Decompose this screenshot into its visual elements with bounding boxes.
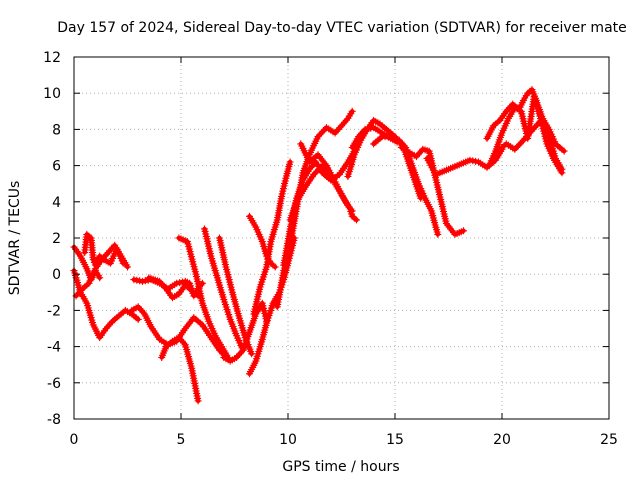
y-tick-label: -4 xyxy=(47,340,61,356)
series-arc-j xyxy=(201,225,247,354)
x-tick-labels: 0 5 10 15 20 25 xyxy=(70,432,618,448)
series-markers xyxy=(250,158,294,318)
series-arc-aa xyxy=(494,115,568,155)
series-markers xyxy=(70,267,142,342)
axis-ticks xyxy=(73,56,610,420)
x-tick-label: 0 xyxy=(70,432,79,448)
data-series-group xyxy=(70,86,568,405)
y-tick-label: 2 xyxy=(52,231,61,247)
series-line xyxy=(176,235,231,360)
series-markers xyxy=(175,234,232,361)
y-tick-label: 10 xyxy=(43,86,61,102)
y-tick-label: 6 xyxy=(52,159,61,175)
series-markers xyxy=(145,274,202,302)
x-tick-label: 20 xyxy=(493,432,511,448)
series-markers xyxy=(286,162,356,224)
x-tick-label: 25 xyxy=(600,432,618,448)
series-arc-o xyxy=(250,158,294,318)
y-tick-label: 12 xyxy=(43,50,61,66)
series-markers xyxy=(158,334,202,405)
x-tick-label: 10 xyxy=(279,432,297,448)
x-tick-label: 15 xyxy=(386,432,404,448)
y-tick-label: 0 xyxy=(52,267,61,283)
series-arc-h xyxy=(158,334,202,405)
y-tick-label: 4 xyxy=(52,195,61,211)
series-markers xyxy=(201,225,247,354)
y-tick-labels: -8 -6 -4 -2 0 2 4 6 8 10 12 xyxy=(43,50,61,428)
y-axis-title: SDTVAR / TECUs xyxy=(7,181,23,296)
series-markers xyxy=(81,230,127,269)
y-tick-label: -6 xyxy=(47,376,61,392)
y-tick-label: -8 xyxy=(47,412,61,428)
y-tick-label: -2 xyxy=(47,303,61,319)
series-arc-i xyxy=(175,234,232,361)
series-arc-g xyxy=(145,274,202,302)
series-arc-c xyxy=(81,230,127,269)
y-tick-label: 8 xyxy=(52,122,61,138)
x-tick-label: 5 xyxy=(177,432,186,448)
series-markers xyxy=(494,115,568,155)
x-axis-title: GPS time / hours xyxy=(282,459,399,475)
chart-title: Day 157 of 2024, Sidereal Day-to-day VTE… xyxy=(57,20,627,36)
series-arc-d xyxy=(70,267,142,342)
series-arc-s xyxy=(286,162,356,224)
